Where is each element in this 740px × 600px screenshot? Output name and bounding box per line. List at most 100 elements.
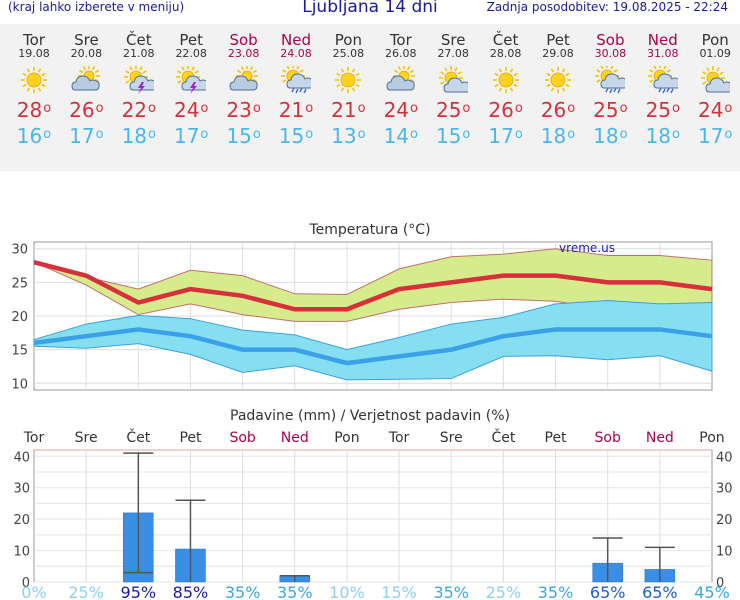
forecast-day: Pon 25.08 21o 13o xyxy=(322,24,374,150)
day-date: 19.08 xyxy=(18,47,50,60)
day-date: 29.08 xyxy=(542,47,574,60)
temp-max: 22o xyxy=(121,98,156,122)
precip-x-tick: Pet xyxy=(179,430,202,446)
precip-x-tick: Pon xyxy=(699,430,724,446)
day-name: Sre xyxy=(440,31,466,49)
forecast-day: Tor 19.08 28o 16o xyxy=(8,24,60,150)
last-update: Zadnja posodobitev: 19.08.2025 - 22:24 xyxy=(486,0,728,14)
temp-max: 26o xyxy=(540,98,576,122)
precip-probability: 35% xyxy=(538,583,574,600)
day-date: 24.08 xyxy=(280,47,312,60)
precip-x-tick: Sre xyxy=(75,430,98,446)
day-name: Pet xyxy=(546,31,570,49)
day-name: Ned xyxy=(281,31,311,49)
precip-y-tick-right: 20 xyxy=(716,513,733,528)
cloud-sun-icon xyxy=(218,66,270,94)
sun-cloud-icon xyxy=(689,66,740,94)
cloud-sun-icon xyxy=(375,66,427,94)
precip-probability: 0% xyxy=(21,583,46,600)
day-name: Sre xyxy=(74,31,99,49)
temp-chart-title: Temperatura (°C) xyxy=(308,222,430,238)
day-date: 28.08 xyxy=(489,47,522,60)
forecast-day: Sob 30.08 25o 18o xyxy=(584,24,636,150)
header-left[interactable]: (kraj lahko izberete v meniju) xyxy=(8,0,185,14)
day-date: 21.08 xyxy=(123,47,155,60)
day-date: 01.09 xyxy=(699,47,731,60)
temp-min: 17o xyxy=(697,124,733,148)
sun-icon xyxy=(322,66,374,94)
page-title: Ljubljana 14 dni xyxy=(302,0,438,17)
sun-icon xyxy=(480,66,532,94)
precip-y-tick-left: 10 xyxy=(13,545,30,560)
day-name: Tor xyxy=(23,31,45,49)
precip-x-tick: Sob xyxy=(595,430,621,446)
forecast-day: Tor 26.08 24o 14o xyxy=(375,24,427,150)
temp-min: 15o xyxy=(278,124,314,148)
day-date: 30.08 xyxy=(594,47,627,60)
temp-max: 25o xyxy=(593,98,628,122)
temp-min: 18o xyxy=(540,124,576,148)
max-temp-line xyxy=(33,260,713,312)
precip-probability: 85% xyxy=(173,583,209,600)
precip-x-tick: Pet xyxy=(545,430,568,446)
temp-max: 26o xyxy=(69,98,104,122)
precip-probability: 65% xyxy=(590,583,626,600)
daily-forecast-strip: Tor 19.08 28o 16o Sre 20.08 26o 17o Čet 21.08 22o 1… xyxy=(0,24,740,171)
precip-y-tick-left: 40 xyxy=(13,450,30,465)
temp-max: 26o xyxy=(488,98,523,122)
day-name: Ned xyxy=(647,31,678,49)
day-date: 31.08 xyxy=(647,47,679,60)
precip-probability: 45% xyxy=(694,583,730,600)
min-temp-line xyxy=(33,327,713,366)
temp-max: 28o xyxy=(16,98,52,122)
forecast-day: Pet 29.08 26o 18o xyxy=(532,24,584,150)
precip-x-tick: Čet xyxy=(126,428,150,446)
forecast-day: Sre 27.08 25o 15o xyxy=(427,24,479,150)
sun-cloud-icon xyxy=(427,66,479,94)
day-date: 25.08 xyxy=(332,47,365,60)
temp-min: 17o xyxy=(69,124,104,148)
temp-max: 21o xyxy=(278,98,314,122)
forecast-day: Ned 24.08 21o 15o xyxy=(270,24,322,150)
precip-y-tick-left: 20 xyxy=(13,513,30,528)
forecast-day: Ned 31.08 25o 18o xyxy=(637,24,689,150)
temp-min: 13o xyxy=(331,124,366,148)
watermark: vreme.us xyxy=(559,241,615,255)
precip-x-tick: Sre xyxy=(440,430,463,446)
day-name: Sob xyxy=(229,31,258,49)
charts: Temperatura (°C) 10 15 20 25 30 vreme.us Padavi… xyxy=(11,222,733,600)
temp-min: 15o xyxy=(226,124,261,148)
temp-max: 25o xyxy=(435,98,471,122)
temp-min: 15o xyxy=(435,124,471,148)
precip-y-tick-right: 0 xyxy=(716,576,724,591)
precip-x-tick: Čet xyxy=(491,428,515,446)
forecast-day: Pet 22.08 24o 17o xyxy=(165,24,217,150)
day-name: Čet xyxy=(126,31,152,49)
temp-y-tick: 25 xyxy=(11,276,28,291)
temp-min: 16o xyxy=(16,124,52,148)
day-date: 22.08 xyxy=(175,47,207,60)
precip-probability: 25% xyxy=(68,583,104,600)
precip-probability: 35% xyxy=(433,583,469,600)
forecast-day: Sob 23.08 23o 15o xyxy=(218,24,270,150)
temp-min: 14o xyxy=(383,124,418,148)
forecast-day: Pon 01.09 24o 17o xyxy=(689,24,740,150)
sun-rain-icon xyxy=(584,66,636,94)
precip-x-tick: Ned xyxy=(281,430,309,446)
precip-probability: 25% xyxy=(486,583,522,600)
temp-min: 18o xyxy=(645,124,680,148)
temp-max: 24o xyxy=(173,98,209,122)
day-date: 26.08 xyxy=(385,47,417,60)
day-name: Sob xyxy=(596,31,625,49)
precip-probability: 10% xyxy=(329,583,365,600)
day-date: 20.08 xyxy=(70,47,103,60)
temp-min: 18o xyxy=(121,124,156,148)
temp-y-tick: 10 xyxy=(11,377,28,392)
temp-y-tick: 30 xyxy=(11,243,28,258)
forecast-day: Sre 20.08 26o 17o xyxy=(60,24,112,150)
day-date: 23.08 xyxy=(227,47,260,60)
precip-y-tick-right: 10 xyxy=(716,545,733,560)
precip-chart-title: Padavine (mm) / Verjetnost padavin (%) xyxy=(230,408,510,424)
temp-max: 21o xyxy=(331,98,366,122)
temp-y-tick: 15 xyxy=(11,344,28,359)
